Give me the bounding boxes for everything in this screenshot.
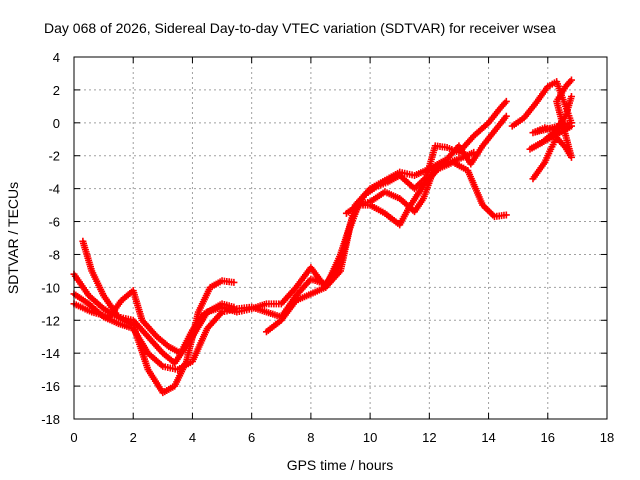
- x-tick-label: 8: [307, 430, 314, 445]
- chart-title: Day 068 of 2026, Sidereal Day-to-day VTE…: [44, 20, 556, 36]
- y-tick-label: -12: [41, 313, 60, 328]
- data-point: [502, 112, 510, 120]
- x-tick-label: 14: [481, 430, 495, 445]
- x-axis-label: GPS time / hours: [287, 457, 394, 473]
- y-tick-label: -14: [41, 346, 60, 361]
- y-tick-label: -8: [48, 247, 60, 262]
- y-tick-label: -16: [41, 379, 60, 394]
- y-tick-label: -10: [41, 280, 60, 295]
- series-track-d: [70, 287, 238, 357]
- data-point: [230, 278, 238, 286]
- y-tick-label: -18: [41, 412, 60, 427]
- y-tick-label: 4: [53, 50, 60, 65]
- data-point: [502, 211, 510, 219]
- x-tick-label: 18: [600, 430, 614, 445]
- x-tick-label: 10: [363, 430, 377, 445]
- y-tick-label: 0: [53, 116, 60, 131]
- series-track-a: [70, 148, 478, 374]
- data-point: [502, 97, 510, 105]
- series-track-b: [79, 158, 510, 367]
- x-tick-labels: 0 2 4 6 8 10 12 14 16 18: [70, 430, 614, 445]
- y-tick-label: -4: [48, 182, 60, 197]
- plot-frame: [73, 56, 608, 420]
- x-tick-label: 0: [70, 430, 77, 445]
- x-tick-label: 6: [248, 430, 255, 445]
- data-point: [567, 76, 575, 84]
- x-tick-label: 4: [189, 430, 196, 445]
- x-tick-label: 16: [541, 430, 555, 445]
- data-point: [230, 303, 238, 311]
- y-axis-label: SDTVAR / TECUs: [5, 182, 21, 294]
- x-tick-label: 2: [130, 430, 137, 445]
- series-track-f: [342, 112, 510, 217]
- y-tick-label: 2: [53, 83, 60, 98]
- series-track-g: [508, 76, 575, 183]
- y-tick-label: -6: [48, 215, 60, 230]
- y-tick-label: -2: [48, 149, 60, 164]
- data-series: [70, 76, 575, 397]
- y-tick-labels: -18 -16 -14 -12 -10 -8 -6 -4 -2 0 2 4: [41, 50, 60, 427]
- data-point: [567, 92, 575, 100]
- x-tick-label: 12: [422, 430, 436, 445]
